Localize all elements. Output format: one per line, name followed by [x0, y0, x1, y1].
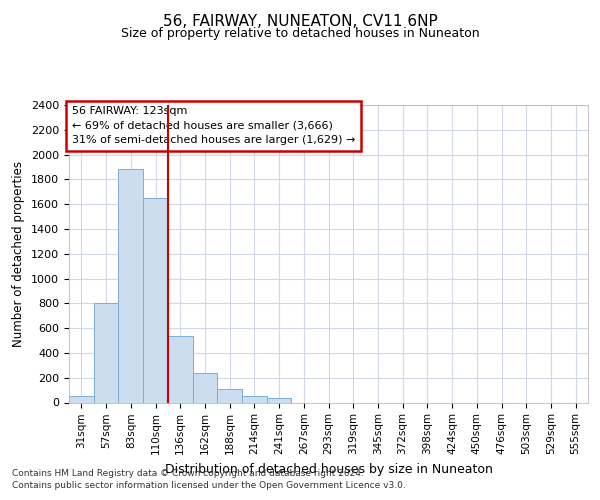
Bar: [267, 398, 292, 402]
Text: Size of property relative to detached houses in Nuneaton: Size of property relative to detached ho…: [121, 27, 479, 40]
Y-axis label: Number of detached properties: Number of detached properties: [13, 161, 25, 347]
Text: 56 FAIRWAY: 123sqm
← 69% of detached houses are smaller (3,666)
31% of semi-deta: 56 FAIRWAY: 123sqm ← 69% of detached hou…: [71, 106, 355, 146]
Text: 56, FAIRWAY, NUNEATON, CV11 6NP: 56, FAIRWAY, NUNEATON, CV11 6NP: [163, 14, 437, 29]
Bar: [143, 198, 168, 402]
Bar: [217, 389, 242, 402]
Bar: [118, 170, 143, 402]
Bar: [94, 304, 118, 402]
Text: Contains public sector information licensed under the Open Government Licence v3: Contains public sector information licen…: [12, 481, 406, 490]
Bar: [69, 396, 94, 402]
Bar: [168, 336, 193, 402]
Bar: [193, 373, 217, 402]
Text: Contains HM Land Registry data © Crown copyright and database right 2024.: Contains HM Land Registry data © Crown c…: [12, 469, 364, 478]
X-axis label: Distribution of detached houses by size in Nuneaton: Distribution of detached houses by size …: [164, 462, 493, 475]
Bar: [242, 396, 267, 402]
